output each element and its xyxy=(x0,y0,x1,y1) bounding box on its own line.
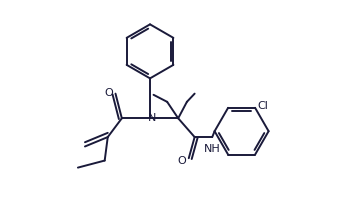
Text: N: N xyxy=(148,113,156,123)
Text: NH: NH xyxy=(204,144,221,154)
Text: Cl: Cl xyxy=(257,101,268,111)
Text: O: O xyxy=(104,87,113,97)
Text: O: O xyxy=(178,155,187,165)
